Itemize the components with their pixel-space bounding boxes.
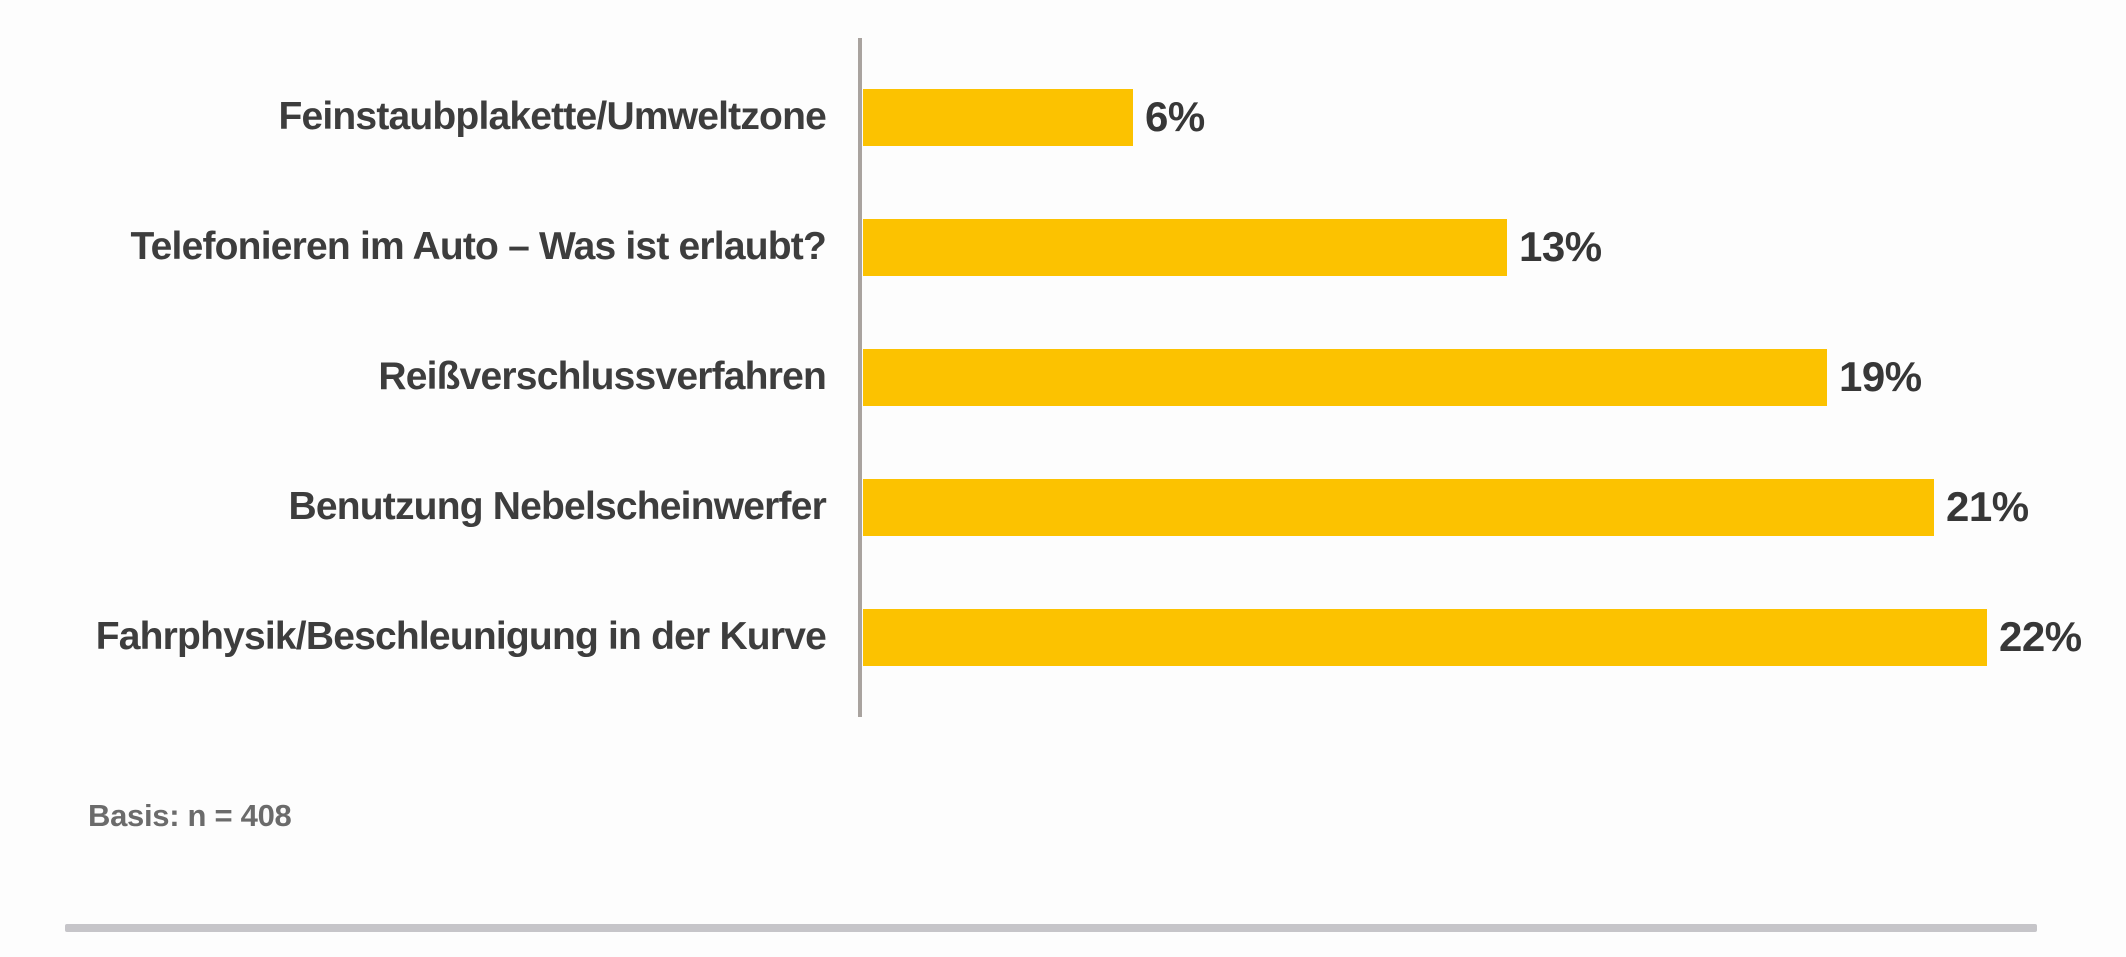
y-axis-line	[858, 38, 862, 717]
bar-zone: 21%	[863, 478, 2029, 536]
bar	[863, 218, 1507, 276]
category-label: Telefonieren im Auto – Was ist erlaubt?	[130, 224, 827, 268]
bar-row: Feinstaubplakette/Umweltzone 6%	[0, 52, 2126, 182]
bar	[863, 608, 1987, 666]
basis-note: Basis: n = 408	[88, 798, 292, 833]
category-label: Benutzung Nebelscheinwerfer	[288, 484, 826, 528]
chart-plot-area: Feinstaubplakette/Umweltzone 6% Telefoni…	[0, 52, 2126, 702]
value-label: 6%	[1145, 93, 1205, 140]
bottom-divider	[65, 924, 2037, 932]
value-label: 19%	[1839, 353, 1922, 400]
bar	[863, 348, 1827, 406]
category-label: Feinstaubplakette/Umweltzone	[278, 94, 826, 138]
category-label: Reißverschlussverfahren	[378, 354, 826, 398]
bar-row: Fahrphysik/Beschleunigung in der Kurve 2…	[0, 572, 2126, 702]
bar-row: Benutzung Nebelscheinwerfer 21%	[0, 442, 2126, 572]
category-label: Fahrphysik/Beschleunigung in der Kurve	[95, 614, 827, 658]
bar-zone: 22%	[863, 608, 2082, 666]
bar	[863, 478, 1934, 536]
bar-row: Reißverschlussverfahren 19%	[0, 312, 2126, 442]
bar-zone: 13%	[863, 218, 1602, 276]
bar-row: Telefonieren im Auto – Was ist erlaubt? …	[0, 182, 2126, 312]
bar	[863, 88, 1133, 146]
value-label: 22%	[1999, 613, 2082, 660]
bar-zone: 6%	[863, 88, 1205, 146]
bar-zone: 19%	[863, 348, 1922, 406]
value-label: 21%	[1946, 483, 2029, 530]
value-label: 13%	[1519, 223, 1602, 270]
